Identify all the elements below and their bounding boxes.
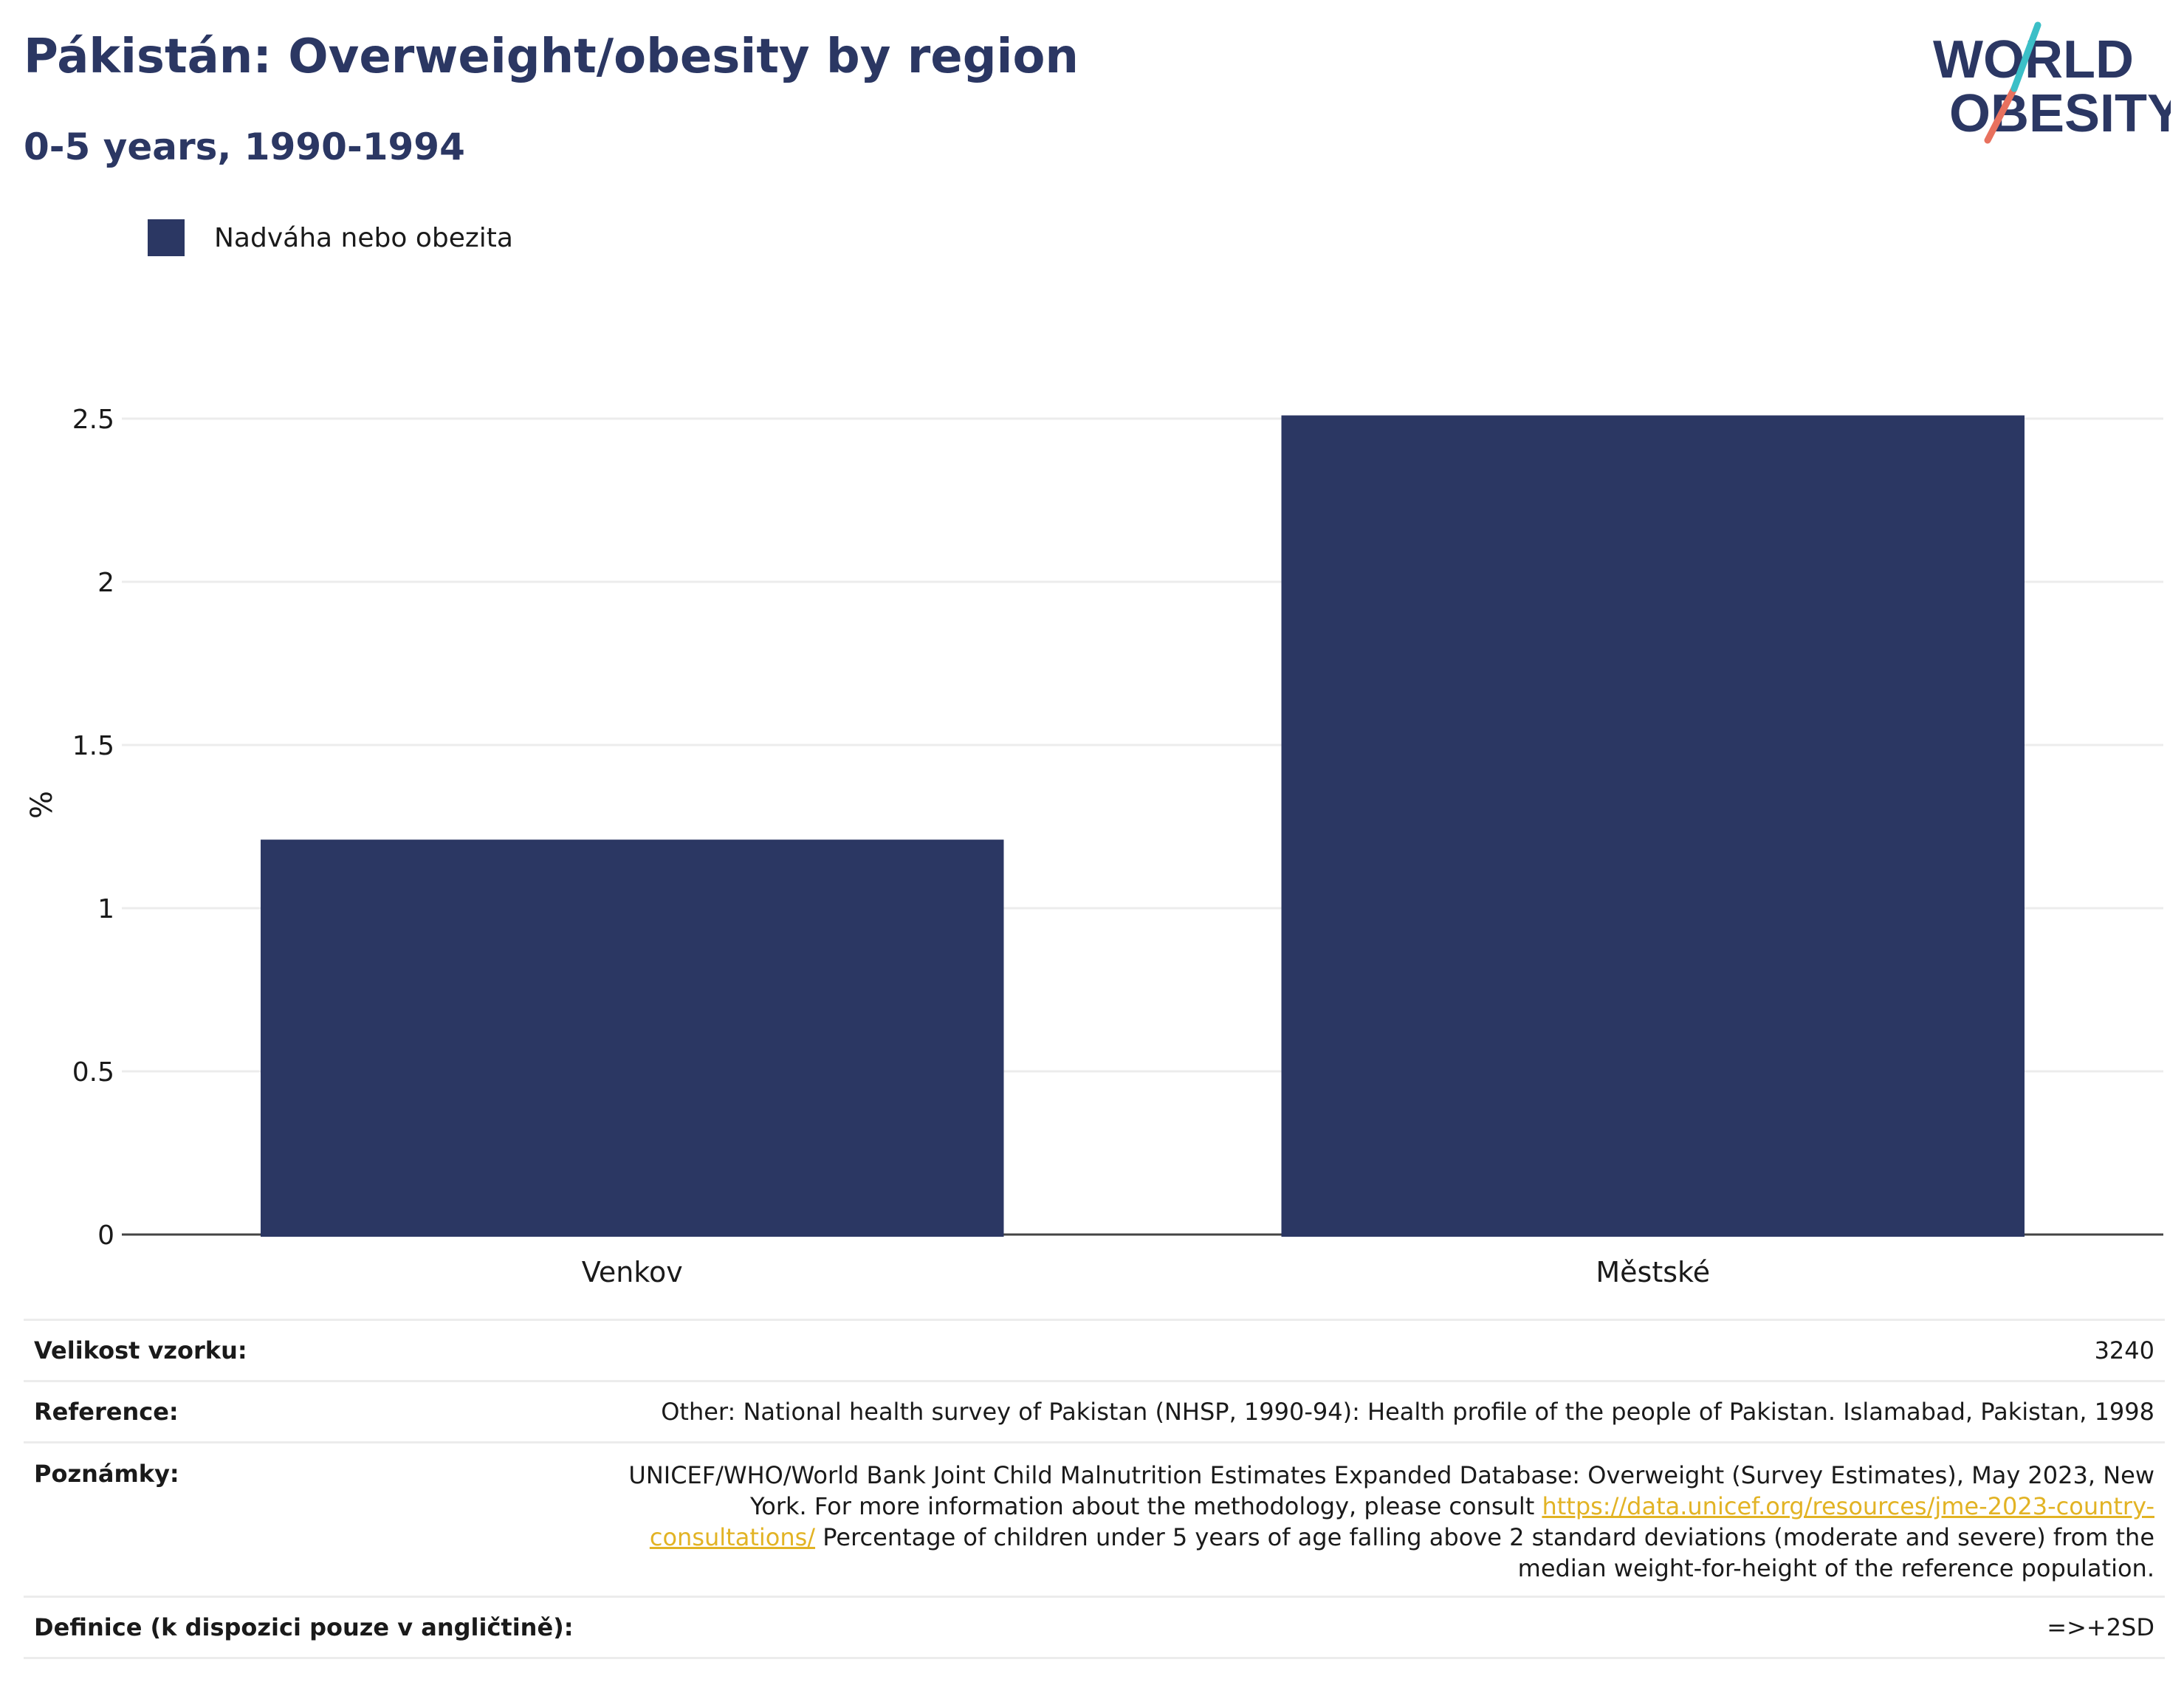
info-row-notes: Poznámky: UNICEF/WHO/World Bank Joint Ch… xyxy=(24,1442,2165,1598)
definition-label: Definice (k dispozici pouze v angličtině… xyxy=(24,1596,595,1659)
chart-title: Pákistán: Overweight/obesity by region xyxy=(24,30,1079,84)
y-tick-label: 0 xyxy=(97,1220,114,1251)
notes-label: Poznámky: xyxy=(24,1442,595,1598)
legend[interactable]: Nadváha nebo obezita xyxy=(148,219,513,257)
y-tick-label: 2.5 xyxy=(72,405,114,435)
world-obesity-logo: WORLD OBESITY xyxy=(1933,21,2171,144)
logo-slash-coral xyxy=(1984,85,2018,144)
legend-swatch xyxy=(148,219,185,256)
y-tick-label: 2 xyxy=(97,568,114,598)
y-axis-label: % xyxy=(25,791,59,819)
reference-value: Other: National health survey of Pakista… xyxy=(595,1381,2165,1443)
chart-subtitle: 0-5 years, 1990-1994 xyxy=(24,126,465,168)
sample-size-label: Velikost vzorku: xyxy=(24,1319,595,1382)
y-tick-label: 0.5 xyxy=(72,1057,114,1088)
definition-value: =>+2SD xyxy=(595,1596,2165,1659)
legend-label: Nadváha nebo obezita xyxy=(214,222,513,253)
info-table: Velikost vzorku: 3240 Reference: Other: … xyxy=(24,1319,2165,1659)
info-row-reference: Reference: Other: National health survey… xyxy=(24,1381,2165,1443)
y-tick-label: 1.5 xyxy=(72,731,114,761)
sample-size-value: 3240 xyxy=(595,1319,2165,1382)
notes-value: UNICEF/WHO/World Bank Joint Child Malnut… xyxy=(595,1442,2165,1598)
x-tick-label: Venkov xyxy=(582,1256,683,1288)
bar-2[interactable] xyxy=(1281,415,2025,1237)
info-row-sample: Velikost vzorku: 3240 xyxy=(24,1319,2165,1382)
logo-line2: OBESITY xyxy=(1949,84,2171,143)
reference-label: Reference: xyxy=(24,1381,595,1443)
info-row-definition: Definice (k dispozici pouze v angličtině… xyxy=(24,1596,2165,1659)
bar-1[interactable] xyxy=(261,840,1004,1237)
notes-text-2: Percentage of children under 5 years of … xyxy=(815,1523,2154,1582)
logo-slash-teal xyxy=(2010,21,2042,92)
notes-link[interactable]: https://data.unicef.org/resources/jme-20… xyxy=(649,1492,2154,1551)
notes-text-1: UNICEF/WHO/World Bank Joint Child Malnut… xyxy=(628,1461,2154,1520)
x-tick-label: Městské xyxy=(1596,1256,1710,1288)
bar-chart: 0 0.5 1 1.5 2 2.5 Venkov Městské % xyxy=(25,405,2163,1288)
y-tick-label: 1 xyxy=(97,894,114,924)
